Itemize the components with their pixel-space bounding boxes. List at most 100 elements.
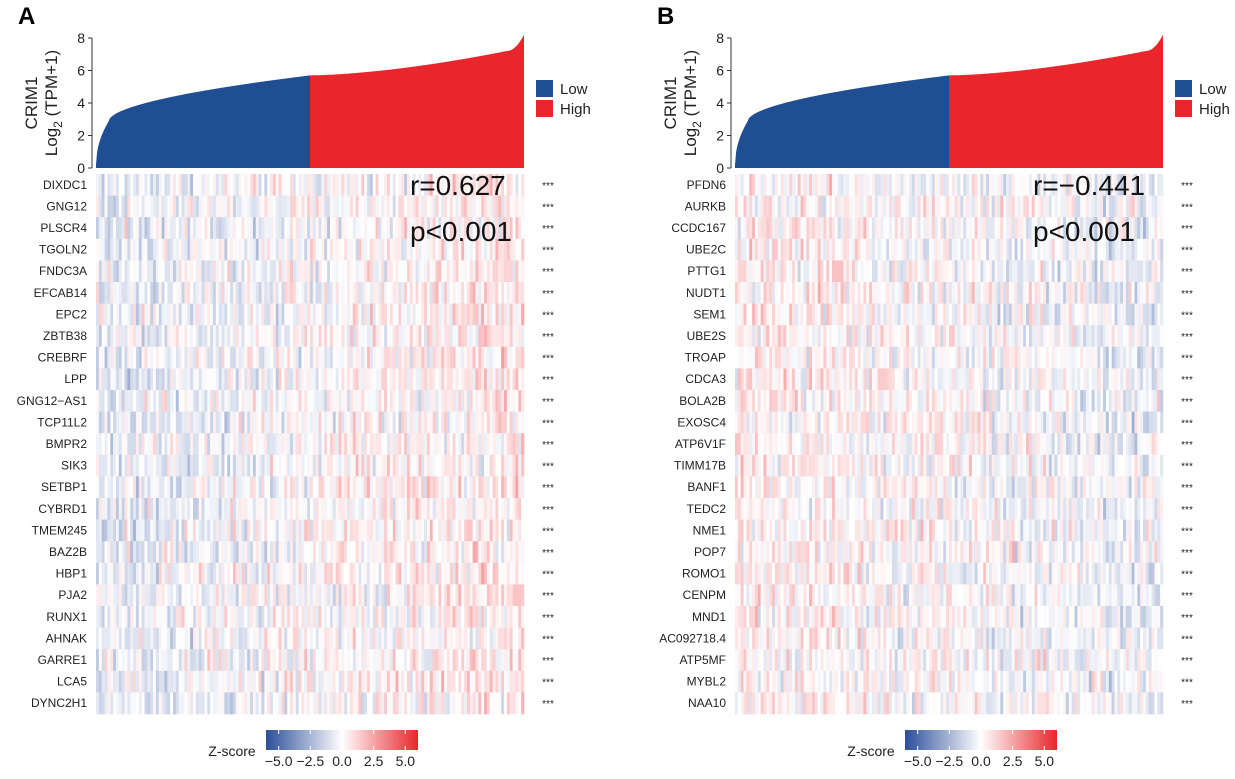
heatmap-cell: [878, 260, 881, 282]
heatmap-cell: [470, 563, 473, 585]
heatmap-cell: [918, 325, 921, 347]
heatmap-cell: [458, 649, 461, 671]
heatmap-cell: [898, 196, 901, 218]
y-tick-label: 0: [77, 160, 85, 176]
heatmap-cell: [450, 671, 453, 693]
heatmap-cell: [207, 260, 210, 282]
heatmap-cell: [281, 692, 284, 714]
heatmap-cell: [125, 649, 128, 671]
heatmap-cell: [176, 174, 179, 196]
heatmap-cell: [1029, 260, 1032, 282]
heatmap-cell: [376, 368, 379, 390]
heatmap-cell: [219, 671, 222, 693]
heatmap-cell: [430, 347, 433, 369]
heatmap-cell: [224, 628, 227, 650]
heatmap-cell: [256, 606, 259, 628]
heatmap-cell: [125, 282, 128, 304]
heatmap-cell: [182, 476, 185, 498]
heatmap-cell: [1029, 174, 1032, 196]
heatmap-cell: [347, 260, 350, 282]
heatmap-cell: [142, 541, 145, 563]
heatmap-cell: [253, 304, 256, 326]
heatmap-cell: [396, 239, 399, 261]
heatmap-cell: [319, 196, 322, 218]
heatmap-cell: [142, 239, 145, 261]
heatmap-cell: [256, 628, 259, 650]
heatmap-cell: [390, 520, 393, 542]
heatmap-cell: [975, 260, 978, 282]
heatmap-cell: [236, 541, 239, 563]
heatmap-cell: [170, 433, 173, 455]
heatmap-cell: [461, 584, 464, 606]
heatmap-cell: [233, 649, 236, 671]
heatmap-cell: [795, 239, 798, 261]
heatmap-cell: [356, 476, 359, 498]
heatmap-cell: [299, 520, 302, 542]
heatmap-cell: [398, 606, 401, 628]
heatmap-cell: [224, 541, 227, 563]
heatmap-cell: [481, 498, 484, 520]
heatmap-cell: [142, 520, 145, 542]
heatmap-cell: [145, 217, 148, 239]
heatmap-cell: [467, 649, 470, 671]
heatmap-cell: [378, 282, 381, 304]
heatmap-cell: [167, 433, 170, 455]
heatmap-cell: [145, 390, 148, 412]
heatmap-cell: [105, 260, 108, 282]
heatmap-cell: [855, 260, 858, 282]
heatmap-cell: [142, 217, 145, 239]
significance-stars: ***: [542, 526, 554, 537]
heatmap-cell: [370, 304, 373, 326]
heatmap-cell: [935, 282, 938, 304]
heatmap-cell: [1152, 282, 1155, 304]
heatmap-cell: [336, 649, 339, 671]
heatmap-cell: [261, 325, 264, 347]
heatmap-cell: [156, 606, 159, 628]
heatmap-cell: [256, 520, 259, 542]
heatmap-cell: [270, 671, 273, 693]
heatmap-cell: [216, 196, 219, 218]
heatmap-cell: [156, 347, 159, 369]
heatmap-cell: [310, 260, 313, 282]
heatmap-cell: [244, 260, 247, 282]
heatmap-cell: [324, 649, 327, 671]
heatmap-cell: [356, 412, 359, 434]
heatmap-cell: [424, 368, 427, 390]
heatmap-cell: [222, 606, 225, 628]
heatmap-cell: [895, 260, 898, 282]
heatmap-cell: [510, 325, 513, 347]
heatmap-cell: [301, 412, 304, 434]
heatmap-cell: [975, 239, 978, 261]
heatmap-cell: [781, 217, 784, 239]
heatmap-cell: [456, 433, 459, 455]
heatmap-cell: [324, 563, 327, 585]
heatmap-cell: [1012, 239, 1015, 261]
heatmap-cell: [222, 282, 225, 304]
heatmap-cell: [413, 584, 416, 606]
heatmap-cell: [213, 196, 216, 218]
heatmap-cell: [501, 541, 504, 563]
heatmap-cell: [410, 606, 413, 628]
heatmap-cell: [293, 412, 296, 434]
heatmap-cell: [410, 433, 413, 455]
heatmap-cell: [835, 304, 838, 326]
heatmap-cell: [1157, 196, 1160, 218]
heatmap-cell: [484, 347, 487, 369]
heatmap-cell: [858, 325, 861, 347]
heatmap-cell: [1026, 196, 1029, 218]
heatmap-cell: [173, 217, 176, 239]
heatmap-cell: [107, 390, 110, 412]
heatmap-cell: [456, 304, 459, 326]
heatmap-cell: [447, 606, 450, 628]
heatmap-cell: [99, 584, 102, 606]
heatmap-cell: [244, 476, 247, 498]
heatmap-cell: [113, 433, 116, 455]
heatmap-cell: [244, 455, 247, 477]
heatmap-cell: [264, 390, 267, 412]
heatmap-cell: [784, 260, 787, 282]
heatmap-cell: [1029, 217, 1032, 239]
heatmap-cell: [316, 368, 319, 390]
heatmap-cell: [441, 541, 444, 563]
heatmap-cell: [233, 390, 236, 412]
heatmap-cell: [244, 347, 247, 369]
